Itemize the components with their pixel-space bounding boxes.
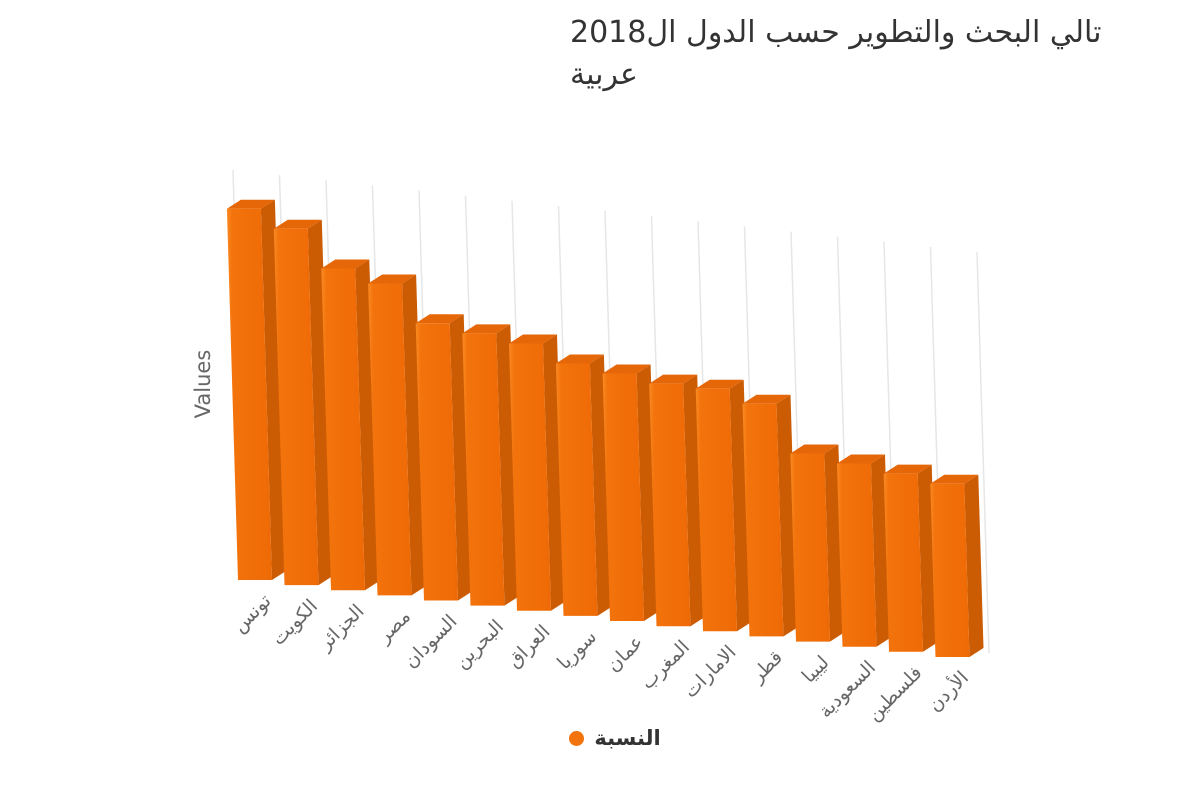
- chart-title: تالي البحث والتطوير حسب الدول ال2018 عرب…: [570, 12, 1101, 96]
- bar-البحرين[interactable]: [462, 324, 519, 606]
- bar-front-face: [273, 228, 319, 586]
- x-axis-label: الجزائر: [313, 600, 368, 655]
- bar-side-face: [496, 324, 519, 606]
- bar-top-face: [462, 324, 511, 334]
- bar-السودان[interactable]: [415, 314, 472, 601]
- x-axis-label: عمان: [602, 631, 647, 676]
- bar-قطر[interactable]: [742, 394, 798, 637]
- bar-front-face: [368, 283, 412, 596]
- x-axis-label: تونس: [228, 590, 275, 637]
- bar-side-face: [729, 379, 751, 632]
- bar-front-face: [555, 363, 598, 616]
- bar-top-face: [226, 199, 275, 209]
- bar-front-face: [742, 403, 784, 637]
- bar-الجزائر[interactable]: [321, 259, 379, 591]
- bar-front-face: [930, 483, 970, 657]
- x-axis-label: الكويت: [267, 595, 322, 650]
- bar-front-face: [790, 453, 830, 642]
- bar-السعودية[interactable]: [837, 454, 891, 647]
- bar-top-face: [602, 364, 651, 374]
- bar-الكويت[interactable]: [273, 219, 333, 586]
- bar-سوريا[interactable]: [555, 354, 612, 616]
- x-axis-label: الأردن: [923, 666, 973, 716]
- gridline: [976, 252, 990, 654]
- bar-تونس[interactable]: [226, 199, 286, 581]
- bar-top-face: [790, 444, 839, 454]
- bar-front-face: [462, 333, 505, 606]
- bar-فلسطين[interactable]: [883, 464, 937, 652]
- chart-title-line1: تالي البحث والتطوير حسب الدول ال2018: [570, 15, 1102, 50]
- bar-top-face: [509, 334, 557, 344]
- bar-المغرب[interactable]: [649, 374, 705, 627]
- legend-label: النسبة: [594, 726, 661, 750]
- bar-side-face: [402, 274, 426, 596]
- bar-side-face: [964, 474, 984, 657]
- bar-مصر[interactable]: [368, 274, 426, 596]
- bar-top-face: [273, 219, 322, 229]
- bar-front-face: [321, 268, 365, 591]
- bar-side-face: [543, 334, 565, 611]
- x-axis-label: سوريا: [553, 626, 601, 674]
- bar-العراق[interactable]: [509, 334, 565, 611]
- bar-top-face: [368, 274, 417, 284]
- legend-marker-icon: [569, 730, 585, 746]
- bar-side-face: [449, 314, 472, 601]
- legend[interactable]: النسبة: [15, 726, 1200, 750]
- bar-side-face: [355, 259, 379, 591]
- bar-الامارات[interactable]: [695, 379, 751, 632]
- x-axis-label: مصر: [373, 605, 416, 648]
- bar-top-face: [930, 474, 979, 484]
- bar-top-face: [695, 379, 744, 389]
- bar-side-face: [683, 374, 705, 627]
- x-axis-label: قطر: [746, 646, 787, 687]
- x-axis-label: العراق: [503, 621, 554, 672]
- chart-title-line2: عربية: [570, 57, 638, 92]
- bar-front-face: [602, 373, 644, 621]
- bar-front-face: [649, 383, 691, 627]
- bar-top-face: [649, 374, 698, 384]
- bar-side-face: [260, 199, 286, 581]
- bar-front-face: [695, 388, 737, 632]
- y-axis-title: Values: [191, 349, 215, 419]
- bar-top-face: [883, 464, 932, 474]
- bar-front-face: [415, 323, 458, 601]
- bar-front-face: [883, 473, 923, 652]
- bar-الأردن[interactable]: [930, 474, 984, 657]
- bar-top-face: [742, 394, 791, 404]
- bar-front-face: [509, 343, 551, 611]
- bar-side-face: [589, 354, 612, 616]
- x-axis-label: ليبيا: [798, 652, 834, 688]
- bar-front-face: [226, 208, 272, 581]
- bar-top-face: [555, 354, 604, 364]
- bar-top-face: [837, 454, 885, 464]
- bar-top-face: [321, 259, 370, 269]
- bar-side-face: [307, 219, 333, 586]
- bar-top-face: [415, 314, 464, 324]
- bar-side-face: [636, 364, 658, 621]
- bar-front-face: [837, 463, 877, 647]
- bar-ليبيا[interactable]: [790, 444, 844, 642]
- bar-عمان[interactable]: [602, 364, 658, 622]
